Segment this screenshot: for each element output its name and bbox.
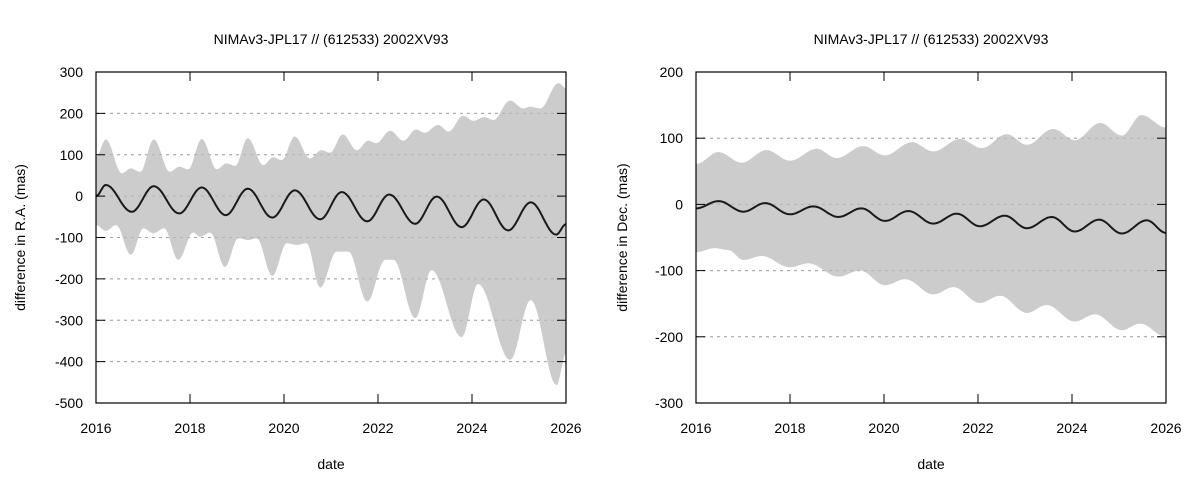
y-tick-label: 200 — [60, 105, 84, 121]
x-tick-label: 2022 — [962, 420, 993, 436]
y-tick-label: -200 — [55, 271, 83, 287]
chart-title: NIMAv3-JPL17 // (612533) 2002XV93 — [214, 31, 449, 47]
y-axis-label: difference in Dec. (mas) — [614, 163, 630, 311]
y-tick-label: -100 — [655, 263, 683, 279]
x-tick-label: 2024 — [456, 420, 487, 436]
y-tick-label: 100 — [60, 147, 84, 163]
x-tick-label: 2022 — [362, 420, 393, 436]
plot-frame — [695, 71, 1167, 404]
y-tick-label: -300 — [55, 312, 83, 328]
uncertainty-band — [96, 83, 566, 386]
y-axis-label: difference in R.A. (mas) — [12, 164, 28, 311]
dec-difference-chart: -300 -200 -100 0 100 200 2016 2018 2020 2022 2024 2… — [614, 31, 1182, 472]
x-tick-label: 2016 — [680, 420, 711, 436]
y-tick-label: 100 — [660, 130, 684, 146]
x-tick-label: 2020 — [268, 420, 299, 436]
x-tick-label: 2026 — [550, 420, 581, 436]
difference-line — [696, 200, 1166, 235]
y-tick-label: 0 — [675, 196, 683, 212]
y-tick-label: -500 — [55, 395, 83, 411]
x-axis-label: date — [317, 456, 344, 472]
y-tick-label: -300 — [655, 395, 683, 411]
x-tick-label: 2024 — [1056, 420, 1087, 436]
ra-difference-chart: -500 -400 -300 -200 -100 0 100 200 300 2016 2018 20… — [12, 31, 582, 472]
y-tick-label: 200 — [660, 64, 684, 80]
y-tick-label: 0 — [75, 188, 83, 204]
x-tick-label: 2016 — [80, 420, 111, 436]
difference-line — [96, 183, 566, 236]
y-tick-label: 300 — [60, 64, 84, 80]
x-tick-label: 2018 — [174, 420, 205, 436]
chart-title: NIMAv3-JPL17 // (612533) 2002XV93 — [814, 31, 1049, 47]
uncertainty-band — [696, 115, 1166, 337]
y-tick-label: -200 — [655, 329, 683, 345]
x-tick-label: 2026 — [1150, 420, 1181, 436]
x-axis-label: date — [917, 456, 944, 472]
y-tick-label: -100 — [55, 230, 83, 246]
x-tick-label: 2020 — [868, 420, 899, 436]
x-tick-label: 2018 — [774, 420, 805, 436]
y-tick-label: -400 — [55, 354, 83, 370]
